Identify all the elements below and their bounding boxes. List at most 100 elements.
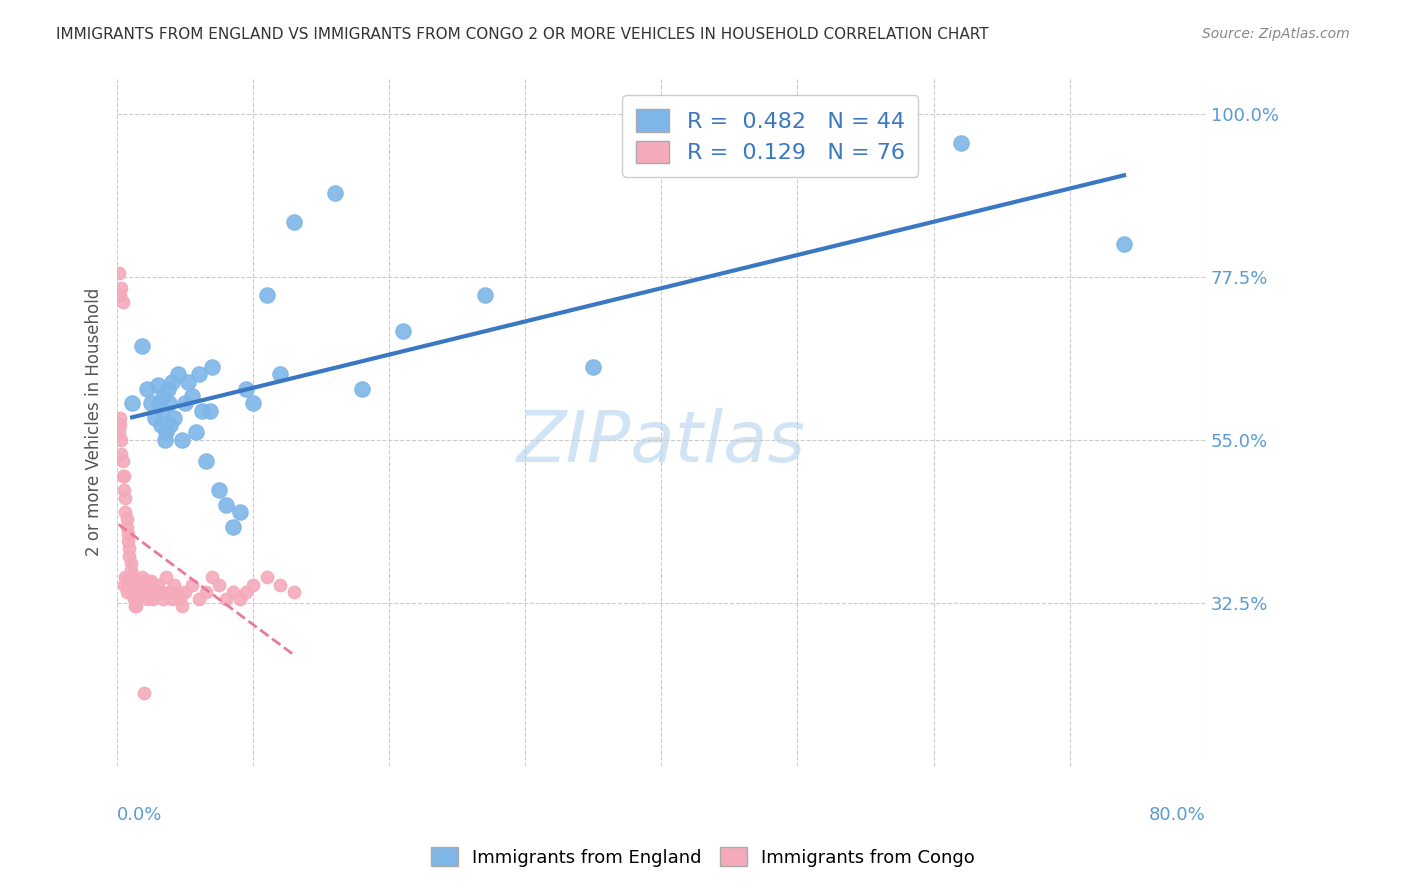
Point — [201, 570, 224, 584]
Point — [256, 570, 278, 584]
Point — [141, 574, 163, 588]
Point — [110, 280, 132, 294]
Point — [127, 584, 149, 599]
Point — [222, 584, 245, 599]
Point — [157, 584, 180, 599]
Point — [163, 411, 186, 425]
Point — [120, 563, 142, 577]
Text: Source: ZipAtlas.com: Source: ZipAtlas.com — [1202, 27, 1350, 41]
Point — [163, 577, 186, 591]
Point — [172, 433, 194, 447]
Point — [283, 215, 305, 229]
Point — [167, 368, 190, 382]
Point — [283, 584, 305, 599]
Point — [181, 577, 204, 591]
Point — [215, 498, 238, 512]
Point — [143, 411, 166, 425]
Point — [152, 592, 174, 607]
Point — [1112, 237, 1135, 252]
Point — [242, 396, 264, 410]
Point — [160, 592, 183, 607]
Text: 0.0%: 0.0% — [117, 805, 163, 823]
Point — [474, 287, 496, 301]
Point — [208, 577, 231, 591]
Point — [139, 584, 162, 599]
Point — [131, 574, 153, 588]
Point — [169, 592, 191, 607]
Legend: R =  0.482   N = 44, R =  0.129   N = 76: R = 0.482 N = 44, R = 0.129 N = 76 — [623, 95, 918, 177]
Point — [118, 541, 141, 556]
Point — [228, 505, 250, 519]
Point — [156, 382, 179, 396]
Point — [949, 136, 972, 150]
Text: ZIPatlas: ZIPatlas — [517, 408, 806, 476]
Point — [177, 375, 200, 389]
Point — [107, 425, 129, 440]
Point — [107, 266, 129, 280]
Point — [114, 570, 136, 584]
Point — [117, 534, 139, 549]
Point — [352, 382, 374, 396]
Point — [135, 584, 157, 599]
Point — [111, 295, 134, 310]
Point — [160, 375, 183, 389]
Point — [122, 577, 145, 591]
Point — [190, 403, 212, 417]
Point — [142, 592, 165, 607]
Point — [215, 592, 238, 607]
Point — [118, 570, 141, 584]
Point — [112, 469, 135, 483]
Point — [166, 584, 188, 599]
Point — [148, 396, 170, 410]
Point — [242, 577, 264, 591]
Point — [184, 425, 207, 440]
Point — [112, 577, 135, 591]
Point — [127, 592, 149, 607]
Point — [582, 360, 605, 375]
Point — [136, 382, 159, 396]
Point — [146, 378, 169, 392]
Point — [120, 556, 142, 570]
Point — [392, 324, 415, 338]
Point — [117, 527, 139, 541]
Point — [256, 287, 278, 301]
Point — [155, 570, 177, 584]
Point — [208, 483, 231, 498]
Point — [153, 433, 176, 447]
Point — [114, 505, 136, 519]
Point — [125, 599, 148, 614]
Point — [131, 338, 153, 352]
Legend: Immigrants from England, Immigrants from Congo: Immigrants from England, Immigrants from… — [423, 840, 983, 874]
Point — [222, 519, 245, 533]
Point — [149, 584, 172, 599]
Point — [121, 396, 143, 410]
Point — [198, 403, 221, 417]
Text: 80.0%: 80.0% — [1149, 805, 1206, 823]
Point — [172, 599, 194, 614]
Point — [187, 592, 209, 607]
Point — [129, 584, 152, 599]
Point — [269, 368, 291, 382]
Point — [115, 512, 138, 526]
Point — [141, 396, 163, 410]
Point — [115, 584, 138, 599]
Point — [111, 469, 134, 483]
Point — [108, 287, 131, 301]
Point — [136, 592, 159, 607]
Text: IMMIGRANTS FROM ENGLAND VS IMMIGRANTS FROM CONGO 2 OR MORE VEHICLES IN HOUSEHOLD: IMMIGRANTS FROM ENGLAND VS IMMIGRANTS FR… — [56, 27, 988, 42]
Point — [134, 577, 156, 591]
Point — [152, 389, 174, 403]
Y-axis label: 2 or more Vehicles in Household: 2 or more Vehicles in Household — [86, 287, 103, 556]
Point — [131, 570, 153, 584]
Point — [235, 382, 257, 396]
Point — [155, 425, 177, 440]
Point — [201, 360, 224, 375]
Point — [128, 577, 150, 591]
Point — [194, 454, 217, 468]
Point — [143, 584, 166, 599]
Point — [134, 686, 156, 700]
Point — [122, 584, 145, 599]
Point — [115, 519, 138, 533]
Point — [146, 577, 169, 591]
Point — [114, 491, 136, 505]
